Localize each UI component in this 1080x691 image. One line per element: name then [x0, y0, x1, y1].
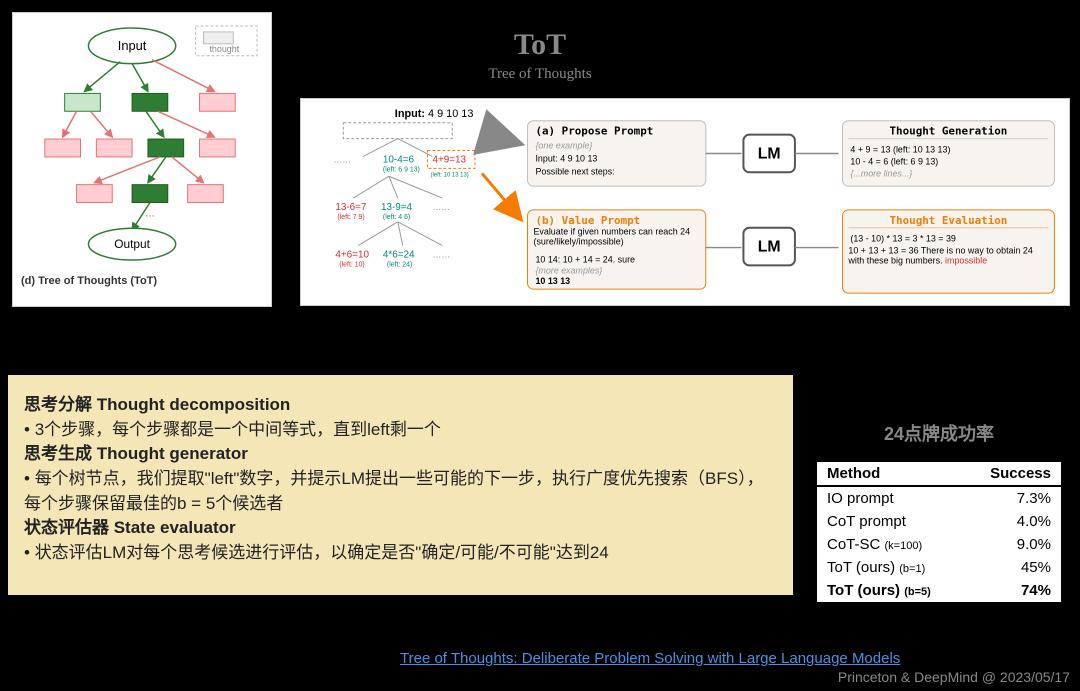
svg-text:……: …… [432, 249, 450, 259]
svg-text:LM: LM [758, 239, 781, 256]
svg-text:(left: 4 6): (left: 4 6) [383, 214, 410, 221]
svg-text:4+6=10: 4+6=10 [335, 249, 369, 260]
svg-text:…: … [145, 208, 155, 219]
svg-text:4+9=13: 4+9=13 [432, 154, 466, 165]
explain-h2: 思考生成 Thought generator [24, 442, 777, 467]
explain-h3: 状态评估器 State evaluator [24, 516, 777, 541]
flow-svg: Input: 4 9 10 13 …… 10-4=6 (left: 6 9 13… [301, 99, 1069, 305]
svg-text:(a) Propose Prompt: (a) Propose Prompt [535, 125, 653, 138]
svg-text:{...more lines...}: {...more lines...} [850, 168, 912, 178]
title-main: ToT [300, 28, 780, 62]
svg-text:4*6=24: 4*6=24 [383, 249, 415, 260]
svg-text:13-9=4: 13-9=4 [381, 202, 413, 213]
rate-heading: 24点牌成功率 [815, 420, 1063, 446]
svg-text:(left: 24): (left: 24) [387, 261, 412, 268]
results-table: Method Success IO prompt7.3%CoT prompt4.… [815, 460, 1063, 604]
svg-text:Input: 4 9 10 13: Input: 4 9 10 13 [535, 153, 597, 163]
paper-link[interactable]: Tree of Thoughts: Deliberate Problem Sol… [400, 650, 900, 667]
table-row: IO prompt7.3% [816, 486, 1062, 510]
svg-text:Thought Generation: Thought Generation [890, 125, 1008, 138]
svg-text:{one example}: {one example} [535, 141, 592, 151]
svg-text:(left: 10 13 13): (left: 10 13 13) [430, 172, 468, 178]
tot-diagram-panel: thought Input … [12, 12, 272, 307]
title-sub: Tree of Thoughts [300, 66, 780, 83]
explain-b2: 每个树节点，我们提取"left"数字，并提示LM提出一些可能的下一步，执行广度优… [24, 467, 777, 516]
th-method: Method [816, 461, 965, 486]
svg-text:{more examples}: {more examples} [535, 265, 602, 275]
svg-text:Input: Input [118, 38, 147, 53]
table-row: CoT-SC (k=100)9.0% [816, 533, 1062, 556]
table-row: CoT prompt4.0% [816, 510, 1062, 533]
svg-text:10-4=6: 10-4=6 [383, 154, 415, 165]
svg-text:(left: 7 9): (left: 7 9) [337, 214, 364, 221]
explain-b1: 3个步骤，每个步骤都是一个中间等式，直到left剩一个 [24, 418, 777, 443]
svg-text:10 14: 10 + 14 = 24. sure: 10 14: 10 + 14 = 24. sure [535, 254, 635, 264]
table-row: ToT (ours) (b=5)74% [816, 579, 1062, 603]
flow-panel: Input: 4 9 10 13 …… 10-4=6 (left: 6 9 13… [300, 98, 1070, 306]
footer-sub: Princeton & DeepMind @ 2023/05/17 [400, 669, 1070, 685]
svg-text:thought: thought [209, 44, 239, 54]
explain-b3: 状态评估LM对每个思考候选进行评估，以确定是否"确定/可能/不可能"达到24 [24, 541, 777, 566]
svg-text:Input: 4 9 10 13: Input: 4 9 10 13 [395, 108, 474, 120]
svg-text:Output: Output [114, 237, 150, 251]
svg-text:4 + 9 = 13 (left: 10 13 13): 4 + 9 = 13 (left: 10 13 13) [850, 144, 950, 154]
table-row: ToT (ours) (b=1)45% [816, 556, 1062, 579]
th-success: Success [965, 461, 1062, 486]
svg-text:(left: 6 9 13): (left: 6 9 13) [383, 166, 420, 173]
svg-text:10 13 13: 10 13 13 [535, 276, 570, 286]
svg-text:13-6=7: 13-6=7 [335, 202, 366, 213]
explain-h1: 思考分解 Thought decomposition [24, 393, 777, 418]
tot-caption: (d) Tree of Thoughts (ToT) [21, 275, 263, 287]
svg-text:LM: LM [758, 145, 781, 162]
tot-tree-svg: thought Input … [21, 21, 263, 266]
svg-text:(left: 10): (left: 10) [339, 261, 364, 268]
explain-box: 思考分解 Thought decomposition 3个步骤，每个步骤都是一个… [8, 375, 793, 595]
svg-text:(b) Value Prompt: (b) Value Prompt [535, 214, 640, 227]
svg-text:……: …… [432, 202, 450, 212]
svg-text:Possible next steps:: Possible next steps: [535, 166, 614, 176]
svg-text:Thought Evaluation: Thought Evaluation [890, 214, 1008, 227]
slide-title: ToT Tree of Thoughts [300, 28, 780, 83]
svg-text:……: …… [333, 154, 351, 164]
svg-text:10 - 4 = 6 (left: 6 9 13): 10 - 4 = 6 (left: 6 9 13) [850, 156, 938, 166]
footer-link: Tree of Thoughts: Deliberate Problem Sol… [400, 650, 1070, 667]
svg-text:(13 - 10) * 13 = 3 * 13 = 39: (13 - 10) * 13 = 3 * 13 = 39 [850, 234, 956, 244]
